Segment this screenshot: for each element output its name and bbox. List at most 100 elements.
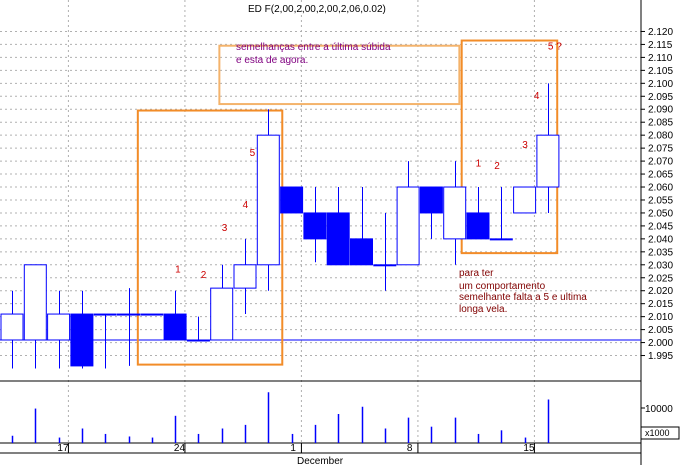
price-tick-label: 2.090 xyxy=(648,105,673,116)
wave-label: 4 xyxy=(243,200,249,211)
candle xyxy=(373,212,397,291)
price-tick-label: 2.070 xyxy=(648,157,673,168)
highlight-box xyxy=(136,109,284,366)
candle xyxy=(210,264,234,341)
volume-bars xyxy=(11,392,550,443)
day-tick-label: 1 xyxy=(290,443,296,454)
candle-body-up xyxy=(489,238,513,241)
candle xyxy=(233,238,257,315)
price-axis-ticks: 2.120 2.115 2.110 2.105 2.100 2.095 2.090 2.085… xyxy=(641,27,673,362)
candle-body-down xyxy=(303,212,327,240)
note-bottom: para ter um comportamento semelhante fal… xyxy=(459,268,587,315)
note-bottom-line-1: para ter xyxy=(459,268,494,279)
candle xyxy=(163,290,187,341)
price-tick-label: 2.105 xyxy=(648,66,673,77)
wave-label: 1 xyxy=(175,265,181,276)
month-label: December xyxy=(297,456,344,465)
price-tick-label: 2.025 xyxy=(648,273,673,284)
volume-multiplier-frame xyxy=(640,426,680,440)
price-tick-label: 2.065 xyxy=(648,170,673,181)
candle-body-up xyxy=(233,264,257,289)
price-tick-label: 2.075 xyxy=(648,144,673,155)
candle xyxy=(303,187,327,263)
price-tick-label: 2.055 xyxy=(648,195,673,206)
candle-body-down xyxy=(350,238,373,266)
price-tick-label: 2.040 xyxy=(648,234,673,245)
candle xyxy=(256,109,280,291)
price-tick-label: 2.045 xyxy=(648,221,673,232)
wave-label: 1 xyxy=(476,158,482,169)
candle-body-up xyxy=(47,313,71,341)
candle-body-up xyxy=(117,313,140,316)
price-tick-label: 2.085 xyxy=(648,118,673,129)
day-tick-label: 15 xyxy=(523,443,535,454)
price-tick-label: 2.010 xyxy=(648,312,673,323)
candle-body-up xyxy=(210,287,234,341)
wave-label: 2 xyxy=(494,161,500,172)
note-bottom-line-4: longa vela. xyxy=(459,304,507,315)
price-tick-label: 2.110 xyxy=(648,53,673,64)
candle xyxy=(489,187,513,241)
candle-body-down xyxy=(163,313,187,341)
price-tick-label: 2.015 xyxy=(648,299,673,310)
candle xyxy=(513,186,537,214)
price-tick-label: 2.060 xyxy=(648,183,673,194)
candle-body-up xyxy=(140,313,164,316)
candle xyxy=(23,264,47,369)
price-tick-label: 2.080 xyxy=(648,131,673,142)
volume-tick-label: 10000 xyxy=(645,404,673,415)
price-tick-label: 2.100 xyxy=(648,79,673,90)
candle-body-down xyxy=(326,212,350,266)
note-bottom-line-2: um comportamento xyxy=(459,281,546,292)
candle-body-up xyxy=(443,186,467,240)
candle xyxy=(186,316,210,342)
volume-multiplier-box: x1000 xyxy=(640,426,680,440)
candle xyxy=(0,290,24,369)
candle xyxy=(47,290,71,369)
note-top-line-2: e esta de agora. xyxy=(236,55,308,66)
note-bottom-line-3: semelhante falta a 5 e ultima xyxy=(459,292,587,303)
candles xyxy=(0,83,560,369)
candle-body-up xyxy=(0,313,24,341)
day-tick-label: 8 xyxy=(407,443,413,454)
candle-body-up xyxy=(93,313,117,316)
volume-multiplier-label: x1000 xyxy=(645,428,670,438)
candle xyxy=(536,83,560,213)
wave-label: 2 xyxy=(201,270,207,281)
chart-header-title: ED F(2,00,2,00,2,00,2,06,0.02) xyxy=(248,4,386,15)
price-tick-label: 2.095 xyxy=(648,92,673,103)
candle xyxy=(326,187,350,266)
candle-body-up xyxy=(373,264,397,267)
candle xyxy=(140,313,164,316)
candle xyxy=(396,161,420,266)
candle-body-up xyxy=(396,186,420,266)
candle xyxy=(70,290,94,369)
candle xyxy=(280,186,304,214)
price-tick-label: 2.050 xyxy=(648,208,673,219)
candle-body-up xyxy=(513,186,537,214)
price-tick-label: 2.005 xyxy=(648,325,673,336)
candle-body-down xyxy=(419,186,443,214)
day-tick-label: 24 xyxy=(174,443,186,454)
candle xyxy=(419,186,443,239)
candle xyxy=(466,187,490,240)
price-tick-label: 2.120 xyxy=(648,27,673,38)
candle-body-up xyxy=(23,264,47,341)
note-top: semelhanças entre a última súbida e esta… xyxy=(236,42,391,66)
candle-body-up xyxy=(536,134,560,188)
candle-body-down xyxy=(280,186,304,214)
candle xyxy=(93,313,117,369)
wave-label: 4 xyxy=(534,91,540,102)
candle xyxy=(350,187,373,266)
candle-body-down xyxy=(466,212,490,240)
price-tick-label: 1.995 xyxy=(648,351,673,362)
note-box xyxy=(218,44,461,106)
candle-body-down xyxy=(70,313,94,367)
wave-label: 5 xyxy=(250,148,256,159)
candle-body-up xyxy=(256,134,280,266)
price-tick-label: 2.115 xyxy=(648,40,673,51)
wave-label: 3 xyxy=(222,223,228,234)
day-axis-ticks: 17 24 1 8 15 xyxy=(57,443,535,454)
